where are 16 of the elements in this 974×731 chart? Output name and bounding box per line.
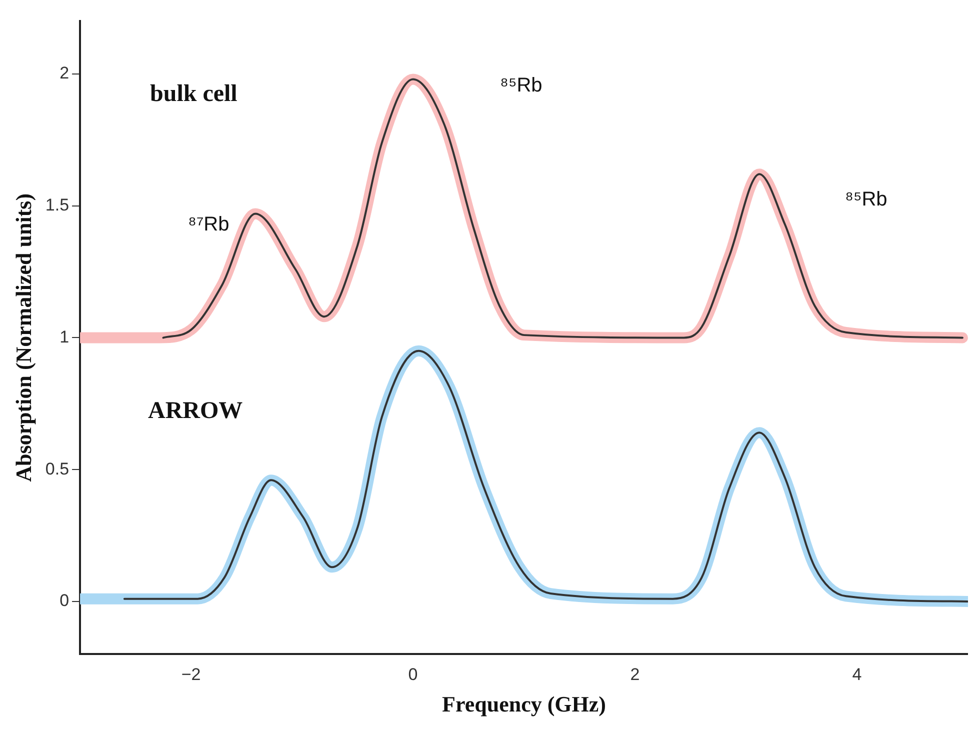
x-axis-title: Frequency (GHz) — [442, 691, 606, 716]
y-tick-label: 1.5 — [45, 196, 70, 215]
x-tick-label: 4 — [852, 665, 862, 684]
y-axis-title: Absorption (Normalized units) — [10, 193, 36, 482]
annotation: bulk cell — [150, 81, 238, 108]
y-tick-label: 2 — [60, 64, 70, 83]
annotation: ⁸⁵Rb — [845, 188, 888, 211]
x-tick-label: −2 — [181, 665, 201, 684]
y-tick-label: 1 — [60, 327, 70, 346]
x-tick-label: 0 — [408, 665, 418, 684]
annotation: ⁸⁵Rb — [500, 74, 542, 97]
y-tick-label: 0.5 — [45, 459, 70, 478]
y-tick-label: 0 — [60, 591, 70, 610]
annotation: ARROW — [148, 398, 243, 424]
annotation: ⁸⁷Rb — [188, 214, 230, 236]
x-tick-label: 2 — [630, 665, 640, 684]
